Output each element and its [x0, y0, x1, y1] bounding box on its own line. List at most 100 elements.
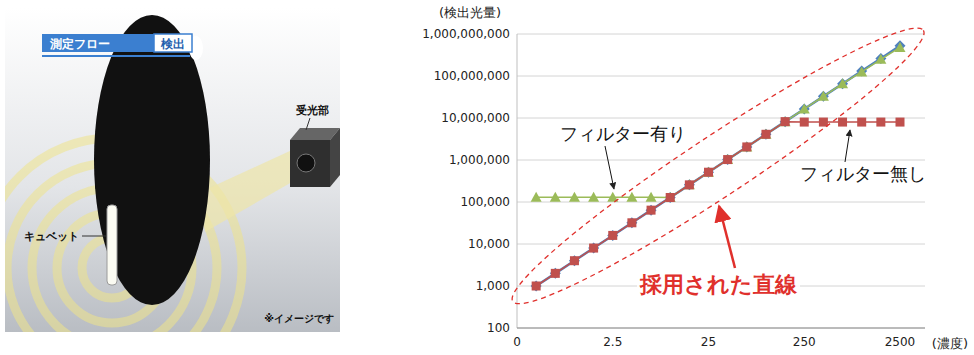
data-point	[666, 193, 675, 202]
data-point	[703, 167, 714, 178]
label-patch	[637, 271, 800, 298]
x-tick-label: 250	[793, 335, 816, 349]
y-tick-label: 100	[487, 321, 510, 335]
data-point	[665, 192, 676, 203]
banner-step-box	[154, 34, 192, 52]
illustration-background	[5, 8, 340, 332]
x-axis-line	[517, 328, 925, 329]
label-patch	[798, 162, 928, 185]
data-point	[800, 118, 809, 127]
data-point	[896, 118, 905, 127]
data-point	[703, 167, 714, 177]
y-tick-label: 1,000	[476, 279, 510, 293]
data-point	[799, 103, 810, 113]
banner-step: 検出	[160, 37, 185, 51]
data-point	[857, 118, 866, 127]
data-point	[704, 168, 713, 177]
data-point	[722, 154, 733, 165]
detector-side	[330, 128, 340, 187]
data-point	[665, 192, 676, 202]
data-point	[781, 117, 790, 126]
data-point	[626, 217, 637, 228]
data-point	[799, 103, 810, 114]
data-point	[838, 118, 847, 127]
data-point	[588, 243, 599, 254]
chart-root: 測定フロー検出受光部キュベット※イメージです1001,00010,000100,…	[0, 0, 974, 355]
data-point	[876, 118, 885, 127]
x-axis-title: (濃度)	[932, 336, 968, 351]
grid-line	[517, 34, 925, 35]
banner-underline	[42, 55, 190, 57]
data-point	[626, 192, 637, 202]
data-point	[837, 78, 848, 89]
annotation-arrow	[605, 146, 614, 189]
data-point	[856, 66, 867, 76]
data-point	[551, 269, 560, 278]
data-point	[531, 281, 542, 292]
data-point	[780, 116, 791, 126]
data-point	[608, 231, 617, 240]
data-point	[818, 91, 829, 101]
y-tick-label: 10,000,000	[441, 111, 510, 125]
data-point	[588, 192, 599, 202]
banner	[42, 34, 154, 52]
y-tick-label: 100,000,000	[434, 69, 510, 83]
detector-front	[290, 140, 330, 187]
y-tick-label: 1,000,000,000	[422, 27, 510, 41]
data-point	[531, 192, 542, 202]
data-point	[589, 244, 598, 253]
data-point	[780, 116, 791, 127]
series	[532, 117, 905, 290]
leader	[82, 236, 106, 237]
detector-label: 受光部	[295, 104, 329, 117]
data-point	[741, 141, 752, 151]
series-line	[536, 122, 900, 286]
data-point	[684, 179, 695, 190]
note: ※イメージです	[264, 313, 334, 325]
data-point	[569, 255, 580, 266]
data-point	[607, 230, 618, 241]
series-label: フィルター有り	[560, 123, 686, 144]
grid-line	[517, 160, 925, 161]
grid-line	[517, 244, 925, 245]
data-point	[875, 53, 886, 64]
data-point	[761, 130, 770, 139]
light-beam	[205, 150, 292, 232]
annotation-arrow	[719, 206, 735, 268]
data-point	[647, 206, 656, 215]
series-label: 採用された直線	[639, 272, 798, 297]
data-point	[895, 42, 906, 52]
highlight-ellipse	[496, 5, 940, 326]
data-point	[646, 205, 657, 216]
data-point	[684, 179, 695, 189]
data-point	[550, 192, 561, 202]
data-point	[646, 192, 657, 202]
label-patch	[558, 122, 688, 145]
grid-line	[517, 328, 925, 329]
data-point	[550, 268, 561, 279]
y-axis-line	[517, 34, 518, 328]
data-point	[723, 155, 732, 164]
data-point	[875, 54, 886, 64]
data-point	[742, 142, 751, 151]
x-tick-label: 0	[513, 335, 521, 349]
data-point	[856, 66, 867, 77]
data-point	[722, 154, 733, 164]
data-point	[569, 192, 580, 202]
data-point	[837, 78, 848, 88]
y-tick-label: 1,000,000	[449, 153, 510, 167]
annotation-arrow	[845, 130, 850, 162]
leader	[306, 118, 310, 130]
data-point	[627, 218, 636, 227]
x-tick-label: 25	[701, 335, 716, 349]
cuvette-label: キュベット	[24, 230, 79, 243]
y-tick-label: 100,000	[460, 195, 510, 209]
data-point	[685, 180, 694, 189]
data-point	[818, 91, 829, 102]
data-point	[760, 129, 771, 139]
data-point	[532, 282, 541, 291]
filter-disk	[94, 15, 210, 305]
data-point	[895, 40, 906, 51]
data-point	[741, 141, 752, 152]
y-axis-title: (検出光量)	[439, 5, 501, 20]
